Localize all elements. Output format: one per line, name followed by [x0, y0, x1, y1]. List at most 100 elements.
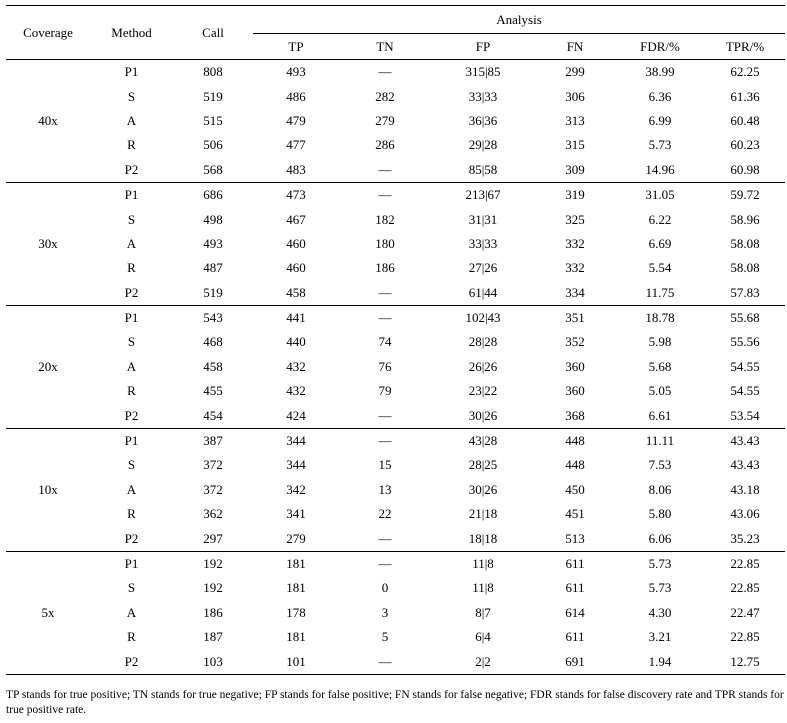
- cell-fn: 299: [535, 59, 615, 85]
- header-tpr: TPR/%: [725, 38, 765, 54]
- table-row: 20x P1 543 441—102|43 351 18.78 55.68: [6, 304, 786, 429]
- cell-tn: —: [339, 181, 431, 208]
- cell-fdr: 4.30: [648, 604, 672, 620]
- cell-fn: 614: [565, 604, 585, 620]
- cell-tn: —: [378, 284, 392, 300]
- cell-tn: 74: [378, 334, 392, 350]
- cell-fn: 451: [565, 506, 585, 522]
- cell-tn: —: [339, 59, 431, 85]
- cell-coverage: 30x: [6, 181, 90, 306]
- table-row: S 372 344 15 28|25 448 7.53 43.43: [6, 453, 785, 477]
- header-tp: TP: [288, 38, 304, 54]
- cell-call: 808: [173, 59, 253, 85]
- cell-tpr: 60.23: [730, 137, 760, 153]
- cell-fdr: 5.73: [648, 137, 672, 153]
- cell-fdr: 7.53: [648, 457, 672, 473]
- cell-fdr: 5.80: [648, 506, 672, 522]
- cell-call: 568: [203, 161, 223, 177]
- table-row: S 519 486 282 33|33 306 6.36 61.36: [6, 84, 785, 108]
- cell-call: 362: [203, 506, 223, 522]
- cell-tn: 282: [375, 88, 395, 104]
- cell-fdr: 5.73: [648, 580, 672, 596]
- cell-tn: 76: [378, 358, 392, 374]
- cell-method: P2: [90, 649, 173, 675]
- cell-tpr: 55.68: [705, 304, 786, 331]
- table-row: S 498 467 182 31|31 325 6.22 58.96: [6, 207, 785, 231]
- cell-fn: 611: [535, 550, 615, 577]
- cell-fp: 18|18: [468, 530, 498, 546]
- cell-call: 372: [203, 457, 223, 473]
- cell-tpr: 58.08: [730, 260, 760, 276]
- cell-call: 454: [203, 407, 223, 423]
- header-analysis: Analysis: [253, 5, 786, 34]
- cell-tn: 180: [375, 235, 395, 251]
- cell-tn: 22: [378, 506, 392, 522]
- cell-tp: 344: [253, 427, 339, 454]
- cell-fn: 309: [565, 161, 585, 177]
- cell-call: 458: [203, 358, 223, 374]
- cell-tpr: 43.43: [705, 427, 786, 454]
- cell-tp: 483: [286, 161, 306, 177]
- cell-fn: 352: [565, 334, 585, 350]
- cell-fp: 61|44: [468, 284, 498, 300]
- cell-tp: 181: [286, 629, 306, 645]
- cell-method: R: [127, 629, 136, 645]
- cell-method: P1: [90, 550, 173, 577]
- table-row: P2 519 458 — 61|44 334 11.75 57.83: [6, 281, 785, 306]
- cell-fn: 360: [565, 358, 585, 374]
- cell-call: 187: [203, 629, 223, 645]
- cell-fp: 11|8: [431, 550, 535, 577]
- cell-fp: 27|26: [468, 260, 498, 276]
- cell-call: 686: [173, 181, 253, 208]
- cell-tpr: 22.85: [730, 629, 760, 645]
- cell-method: P2: [124, 530, 139, 546]
- cell-call: 515: [203, 112, 223, 128]
- cell-fp: 31|31: [468, 211, 498, 227]
- cell-fn: 306: [565, 88, 585, 104]
- cell-tpr: 54.55: [730, 358, 760, 374]
- table-row: A 515 479 279 36|36 313 6.99 60.48: [6, 109, 785, 133]
- cell-call: 192: [203, 580, 223, 596]
- cell-tn: —: [339, 550, 431, 577]
- cell-tpr: 60.98: [730, 161, 760, 177]
- cell-call: 455: [203, 383, 223, 399]
- cell-tn: —: [339, 304, 431, 331]
- cell-method: R: [127, 506, 136, 522]
- cell-method: A: [126, 481, 137, 497]
- cell-method: S: [127, 88, 136, 104]
- cell-fn: 448: [565, 457, 585, 473]
- cell-fdr: 14.96: [645, 161, 675, 177]
- cell-coverage: 5x: [6, 550, 90, 675]
- cell-call: 387: [173, 427, 253, 454]
- cell-tp: 178: [286, 604, 306, 620]
- cell-call: 186: [203, 604, 223, 620]
- cell-tpr: 43.43: [730, 457, 760, 473]
- cell-fp: 30|26: [468, 481, 498, 497]
- cell-method: R: [127, 260, 136, 276]
- cell-method: A: [126, 358, 137, 374]
- cell-fn: 332: [565, 260, 585, 276]
- cell-tn: 182: [375, 211, 395, 227]
- cell-tpr: 43.06: [730, 506, 760, 522]
- table-row: R 455 432 79 23|22 360 5.05 54.55: [6, 379, 785, 403]
- cell-tp: 432: [286, 358, 306, 374]
- cell-tpr: 58.96: [730, 211, 760, 227]
- cell-fp: 26|26: [468, 358, 498, 374]
- cell-fn: 611: [565, 629, 585, 645]
- table-row: P2 454 424 — 30|26 368 6.61 53.54: [6, 403, 785, 428]
- cell-method: P2: [124, 407, 139, 423]
- cell-fp: 11|8: [472, 580, 494, 596]
- table-row: 10x P1 387 344—43|28 448 11.11 43.43: [6, 427, 786, 552]
- cell-fn: 513: [565, 530, 585, 546]
- cell-method: S: [127, 457, 136, 473]
- cell-fp: 2|2: [431, 649, 535, 675]
- cell-tp: 341: [286, 506, 306, 522]
- cell-tn: —: [378, 407, 392, 423]
- header-call: Call: [173, 5, 253, 60]
- table-row: A 372 342 13 30|26 450 8.06 43.18: [6, 478, 785, 502]
- cell-tp: 279: [286, 530, 306, 546]
- cell-method: S: [127, 580, 136, 596]
- cell-fp: 33|33: [468, 235, 498, 251]
- cell-method: P1: [90, 427, 173, 454]
- cell-tn: 279: [375, 112, 395, 128]
